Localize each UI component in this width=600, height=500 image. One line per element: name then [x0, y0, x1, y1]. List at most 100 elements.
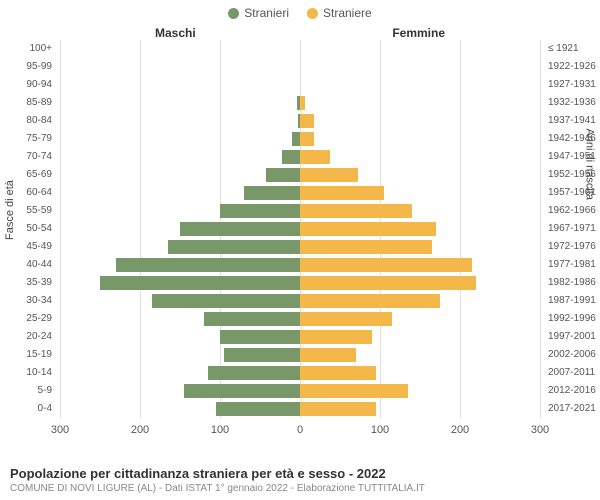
bar-male — [216, 402, 300, 416]
age-label: 70-74 — [2, 148, 52, 166]
x-tick: 300 — [51, 424, 69, 436]
age-label: 80-84 — [2, 112, 52, 130]
pyramid-row: 15-192002-2006 — [60, 346, 540, 364]
birth-year-label: 1962-1966 — [548, 202, 600, 220]
age-label: 30-34 — [2, 292, 52, 310]
x-tick: 200 — [131, 424, 149, 436]
pyramid-row: 10-142007-2011 — [60, 364, 540, 382]
age-label: 55-59 — [2, 202, 52, 220]
bar-male — [168, 240, 300, 254]
bar-male — [220, 330, 300, 344]
bar-male — [180, 222, 300, 236]
birth-year-label: 1982-1986 — [548, 274, 600, 292]
birth-year-label: 1992-1996 — [548, 310, 600, 328]
bar-female — [300, 276, 476, 290]
legend-swatch-male — [228, 8, 239, 19]
x-tick: 100 — [371, 424, 389, 436]
x-tick: 100 — [211, 424, 229, 436]
bar-male — [244, 186, 300, 200]
header-male: Maschi — [155, 26, 196, 40]
birth-year-label: 1972-1976 — [548, 238, 600, 256]
legend-item-female: Straniere — [307, 6, 372, 20]
pyramid-row: 75-791942-1946 — [60, 130, 540, 148]
bar-female — [300, 294, 440, 308]
birth-year-label: 1937-1941 — [548, 112, 600, 130]
age-label: 45-49 — [2, 238, 52, 256]
footer: Popolazione per cittadinanza straniera p… — [10, 466, 590, 494]
age-label: 5-9 — [2, 382, 52, 400]
birth-year-label: 1932-1936 — [548, 94, 600, 112]
bar-female — [300, 96, 305, 110]
bar-male — [100, 276, 300, 290]
age-label: 100+ — [2, 40, 52, 58]
birth-year-label: 2017-2021 — [548, 400, 600, 418]
pyramid-row: 25-291992-1996 — [60, 310, 540, 328]
chart-container: Stranieri Straniere Maschi Femmine Fasce… — [0, 0, 600, 500]
birth-year-label: 1927-1931 — [548, 76, 600, 94]
bar-female — [300, 312, 392, 326]
pyramid-row: 45-491972-1976 — [60, 238, 540, 256]
age-label: 90-94 — [2, 76, 52, 94]
x-tick: 0 — [297, 424, 303, 436]
pyramid-row: 80-841937-1941 — [60, 112, 540, 130]
bar-male — [266, 168, 300, 182]
birth-year-label: 2002-2006 — [548, 346, 600, 364]
x-tick: 300 — [531, 424, 549, 436]
birth-year-label: 1977-1981 — [548, 256, 600, 274]
grid-line — [540, 40, 541, 418]
birth-year-label: 1922-1926 — [548, 58, 600, 76]
age-label: 95-99 — [2, 58, 52, 76]
birth-year-label: 1967-1971 — [548, 220, 600, 238]
legend: Stranieri Straniere — [0, 0, 600, 20]
pyramid-row: 70-741947-1951 — [60, 148, 540, 166]
pyramid-row: 60-641957-1961 — [60, 184, 540, 202]
bar-male — [282, 150, 300, 164]
pyramid-row: 40-441977-1981 — [60, 256, 540, 274]
age-label: 40-44 — [2, 256, 52, 274]
bar-female — [300, 258, 472, 272]
legend-label-male: Stranieri — [244, 6, 289, 20]
age-label: 0-4 — [2, 400, 52, 418]
birth-year-label: ≤ 1921 — [548, 40, 600, 58]
bar-female — [300, 114, 314, 128]
pyramid-row: 55-591962-1966 — [60, 202, 540, 220]
bar-female — [300, 150, 330, 164]
bar-male — [116, 258, 300, 272]
age-label: 50-54 — [2, 220, 52, 238]
age-label: 85-89 — [2, 94, 52, 112]
legend-swatch-female — [307, 8, 318, 19]
bar-male — [292, 132, 300, 146]
pyramid-row: 90-941927-1931 — [60, 76, 540, 94]
bar-female — [300, 330, 372, 344]
birth-year-label: 1952-1956 — [548, 166, 600, 184]
birth-year-label: 1947-1951 — [548, 148, 600, 166]
bar-female — [300, 204, 412, 218]
plot-area: 3002001000100200300100+≤ 192195-991922-1… — [60, 40, 540, 440]
age-label: 75-79 — [2, 130, 52, 148]
bar-male — [208, 366, 300, 380]
legend-item-male: Stranieri — [228, 6, 289, 20]
age-label: 15-19 — [2, 346, 52, 364]
x-tick: 200 — [451, 424, 469, 436]
pyramid-row: 100+≤ 1921 — [60, 40, 540, 58]
bar-male — [220, 204, 300, 218]
bar-female — [300, 186, 384, 200]
header-female: Femmine — [392, 26, 445, 40]
bar-female — [300, 132, 314, 146]
birth-year-label: 2012-2016 — [548, 382, 600, 400]
footer-subtitle: COMUNE DI NOVI LIGURE (AL) - Dati ISTAT … — [10, 483, 590, 494]
bar-female — [300, 402, 376, 416]
pyramid-row: 20-241997-2001 — [60, 328, 540, 346]
birth-year-label: 1957-1961 — [548, 184, 600, 202]
age-label: 25-29 — [2, 310, 52, 328]
age-label: 65-69 — [2, 166, 52, 184]
bar-male — [224, 348, 300, 362]
birth-year-label: 1997-2001 — [548, 328, 600, 346]
bar-male — [184, 384, 300, 398]
pyramid-row: 35-391982-1986 — [60, 274, 540, 292]
age-label: 20-24 — [2, 328, 52, 346]
legend-label-female: Straniere — [323, 6, 372, 20]
age-label: 60-64 — [2, 184, 52, 202]
birth-year-label: 1942-1946 — [548, 130, 600, 148]
bar-female — [300, 168, 358, 182]
